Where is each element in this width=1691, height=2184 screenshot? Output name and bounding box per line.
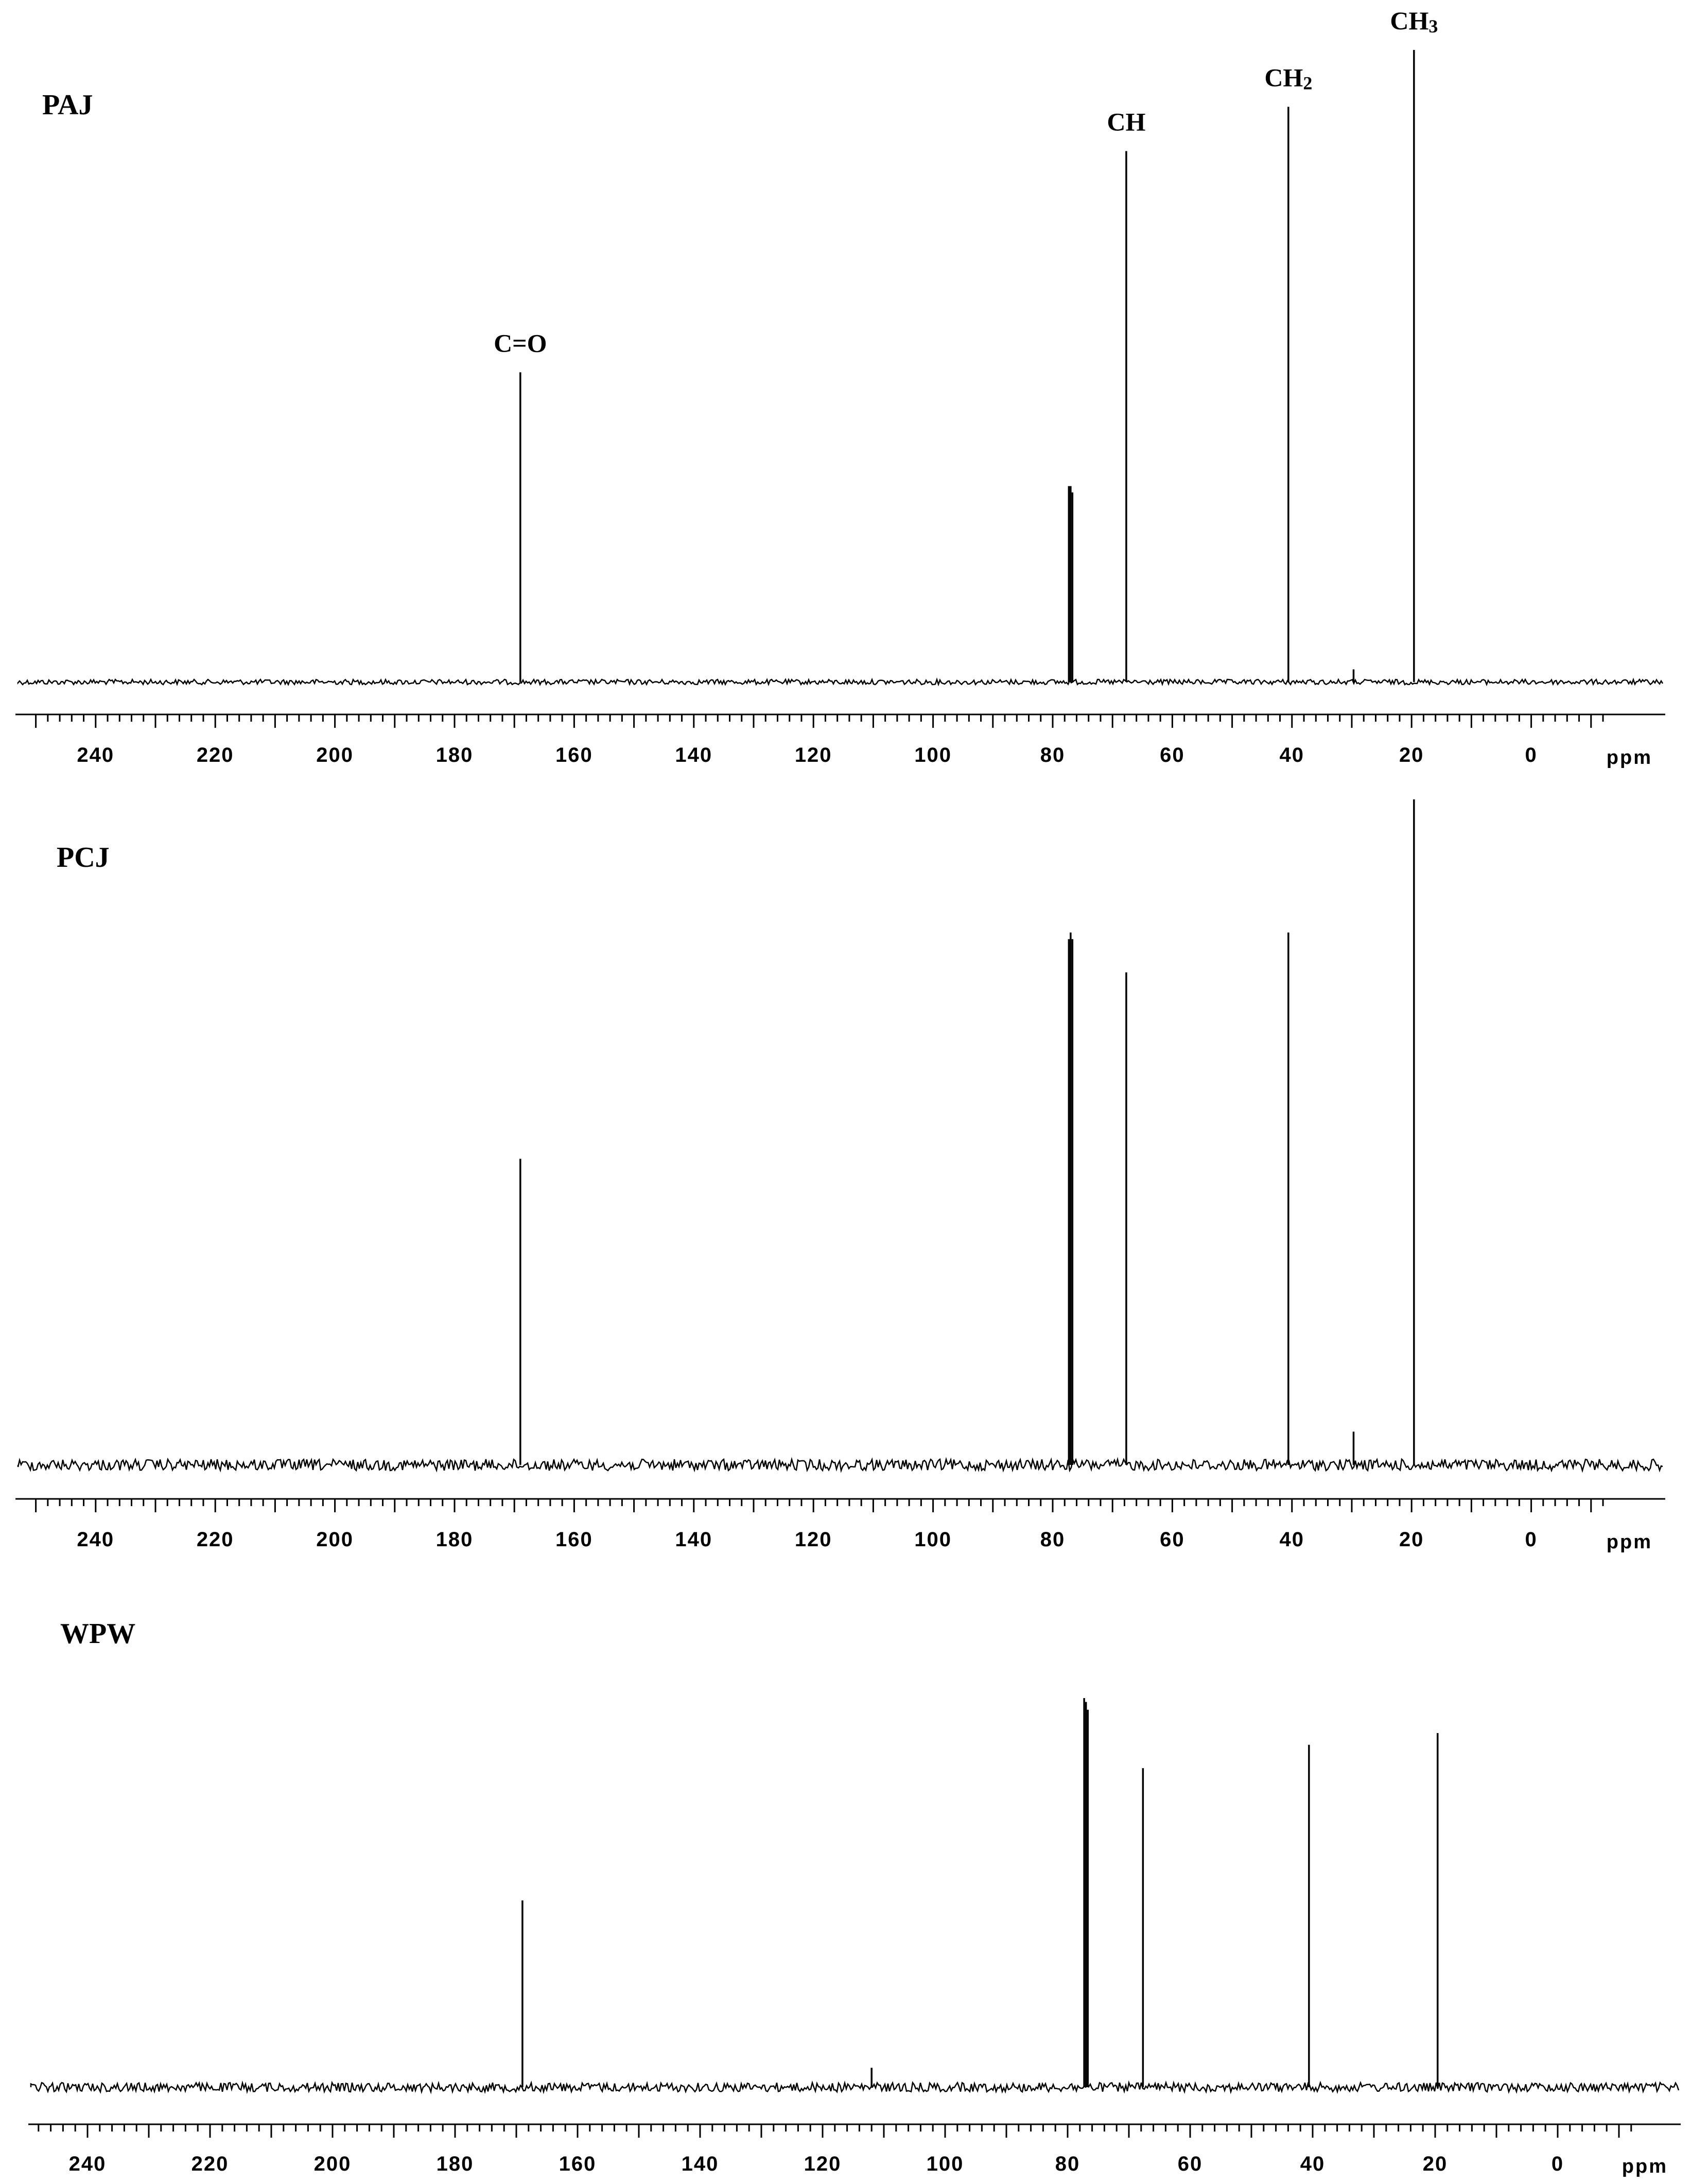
ppm-axis: 240 220 200 180 160 140 120 100 80 60 40 20 0 ppm [15,1498,1665,1553]
tick-label: 20 [1423,2153,1448,2175]
tick-label: 140 [675,1528,712,1551]
peak-label: CH2 [1264,63,1312,94]
tick-label: 240 [77,744,114,766]
baseline-trace [17,677,1664,687]
tick-label: 40 [1280,1528,1305,1551]
panel-title: PAJ [42,89,93,121]
tick-label: 200 [316,1528,354,1551]
tick-label: 60 [1160,1528,1185,1551]
spectrum-panel-wpw: WPW 240 220 200 180 160 140 120 100 80 60 40 20 0 ppm [28,1618,1681,2177]
tick-label: 200 [314,2153,352,2175]
tick-label: 200 [316,744,354,766]
panel-title: PCJ [57,842,110,873]
tick-label: 60 [1178,2153,1203,2175]
tick-label: 120 [804,2153,842,2175]
baseline-trace [17,1457,1663,1473]
tick-label: 100 [914,744,952,766]
tick-label: 0 [1525,1528,1537,1551]
axis-unit-label: ppm [1622,2156,1668,2177]
peak-group [519,799,1415,1465]
peak-label-group: C=O CH CH2 CH3 [494,6,1438,357]
tick-label: 180 [436,1528,474,1551]
tick-label: 80 [1040,1528,1066,1551]
tick-label: 120 [795,1528,832,1551]
ppm-axis: 240 220 200 180 160 140 120 100 80 60 40 20 0 ppm [28,2123,1681,2177]
tick-label: 20 [1399,744,1424,766]
tick-label: 0 [1525,744,1537,766]
peak-group [519,50,1415,682]
axis-unit-label: ppm [1607,747,1652,768]
tick-label: 220 [191,2153,229,2175]
tick-label: 100 [914,1528,952,1551]
axis-unit-label: ppm [1607,1531,1652,1553]
tick-label: 80 [1040,744,1066,766]
baseline-trace-group [17,677,1664,687]
tick-label: 20 [1399,1528,1424,1551]
tick-label: 60 [1160,744,1185,766]
tick-label: 160 [555,744,593,766]
tick-label: 0 [1551,2153,1564,2175]
peak-group [521,1698,1439,2087]
tick-label: 160 [555,1528,593,1551]
tick-label: 80 [1055,2153,1080,2175]
panel-title: WPW [60,1618,135,1650]
tick-label: 220 [197,1528,234,1551]
tick-label: 180 [436,744,474,766]
spectrum-panel-pcj: PCJ 240 220 200 180 160 140 120 100 80 60 40 20 0 ppm [15,799,1665,1553]
tick-label: 140 [675,744,712,766]
ppm-axis: 240 220 200 180 160 140 120 100 80 60 40 20 0 ppm [15,713,1665,768]
tick-label: 240 [69,2153,107,2175]
tick-label: 100 [927,2153,964,2175]
tick-label: 40 [1300,2153,1326,2175]
peak-label: CH3 [1390,6,1438,37]
tick-label: 40 [1280,744,1305,766]
tick-label: 220 [197,744,234,766]
peak-label: C=O [494,328,547,357]
tick-label: 240 [77,1528,114,1551]
tick-label: 160 [559,2153,597,2175]
tick-label: 120 [795,744,832,766]
baseline-trace-group [17,1457,1663,1473]
baseline-trace-group [30,2080,1680,2094]
baseline-trace [30,2080,1680,2094]
tick-label: 180 [437,2153,474,2175]
peak-label: CH [1107,107,1145,136]
tick-label: 140 [682,2153,719,2175]
